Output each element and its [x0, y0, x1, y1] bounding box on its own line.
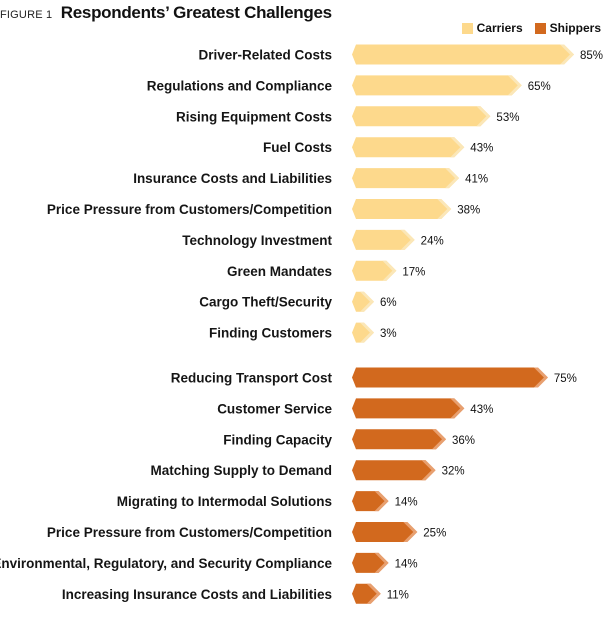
legend-item-shippers: Shippers: [534, 21, 601, 35]
bar-group-shippers-6: Environmental, Regulatory, and Security …: [0, 552, 418, 573]
category-label: Customer Service: [217, 401, 332, 416]
bar-tip: [560, 44, 574, 65]
value-label: 75%: [554, 373, 577, 385]
category-label: Finding Capacity: [223, 432, 332, 447]
value-label: 41%: [465, 174, 488, 186]
bar-tip: [403, 522, 418, 542]
value-label: 3%: [380, 328, 397, 340]
bar-group-carriers-8: Cargo Theft/Security 6%: [199, 291, 397, 312]
bar-carriers: [352, 137, 465, 158]
bar-carriers: [352, 106, 491, 127]
bar-tip: [437, 199, 452, 219]
category-label: Increasing Insurance Costs and Liabiliti…: [62, 587, 332, 602]
bar-group-shippers-5: Price Pressure from Customers/Competitio…: [47, 522, 446, 542]
bar-shippers: [352, 552, 389, 573]
bar-tip: [360, 322, 374, 343]
value-label: 14%: [395, 558, 418, 570]
legend: Carriers Shippers: [461, 21, 601, 35]
bar-shippers: [352, 367, 548, 388]
category-label: Rising Equipment Costs: [176, 109, 332, 124]
bar-group-carriers-9: Finding Customers 3%: [209, 322, 397, 343]
value-label: 11%: [387, 589, 409, 601]
category-label: Migrating to Intermodal Solutions: [117, 494, 332, 509]
bar-tip: [533, 367, 548, 388]
bar-shippers: [352, 583, 381, 604]
bar-group-shippers-3: Matching Supply to Demand 32%: [150, 460, 465, 481]
legend-swatch-shippers: [534, 22, 546, 34]
category-label: Cargo Theft/Security: [199, 295, 332, 310]
figure-label: FIGURE 1: [0, 9, 53, 21]
bar-group-carriers-1: Regulations and Compliance 65%: [147, 75, 551, 96]
bar-tip: [476, 106, 491, 127]
legend-label-shippers: Shippers: [549, 21, 601, 35]
bar-tip: [382, 260, 397, 281]
bar-group-shippers-7: Increasing Insurance Costs and Liabiliti…: [62, 583, 409, 604]
category-label: Finding Customers: [209, 326, 332, 341]
bar-carriers: [352, 260, 397, 281]
bar-group-shippers-0: Reducing Transport Cost 75%: [171, 367, 577, 388]
bar-carriers: [352, 199, 452, 219]
bar-tip: [400, 229, 415, 250]
bar-shippers: [352, 491, 389, 512]
bar-group-carriers-3: Fuel Costs 43%: [263, 137, 493, 158]
category-label: Insurance Costs and Liabilities: [133, 171, 332, 186]
bar-carriers: [352, 168, 460, 189]
legend-label-carriers: Carriers: [476, 21, 523, 35]
bar-shippers: [352, 522, 418, 542]
value-label: 25%: [423, 528, 446, 540]
value-label: 36%: [452, 435, 475, 447]
category-label: Price Pressure from Customers/Competitio…: [47, 202, 332, 217]
bar-shippers: [352, 398, 465, 419]
bar-group-carriers-6: Technology Investment 24%: [182, 229, 444, 250]
bar-tip: [507, 75, 522, 96]
category-label: Regulations and Compliance: [147, 78, 333, 93]
bar-tip: [450, 398, 465, 419]
chart-title: Respondents’ Greatest Challenges: [60, 3, 332, 22]
bar-group-carriers-4: Insurance Costs and Liabilities 41%: [133, 168, 488, 189]
legend-item-carriers: Carriers: [461, 21, 523, 35]
bar-tip: [374, 491, 389, 512]
bar-group-shippers-1: Customer Service 43%: [217, 398, 493, 419]
bar-group-carriers-5: Price Pressure from Customers/Competitio…: [47, 199, 480, 219]
bar-tip: [366, 583, 381, 604]
category-label: Reducing Transport Cost: [171, 371, 333, 386]
value-label: 43%: [470, 143, 493, 155]
bar-group-shippers-2: Finding Capacity 36%: [223, 429, 475, 450]
category-label: Technology Investment: [182, 233, 332, 248]
bar-group-shippers-4: Migrating to Intermodal Solutions 14%: [117, 491, 418, 512]
bar-shippers: [352, 429, 447, 450]
bar-tip: [360, 291, 374, 312]
category-label: Environmental, Regulatory, and Security …: [0, 556, 332, 571]
bar-tip: [432, 429, 447, 450]
bar-group-carriers-7: Green Mandates 17%: [227, 260, 425, 281]
bar-tip: [374, 552, 389, 573]
bar-tip: [450, 137, 465, 158]
value-label: 53%: [496, 112, 519, 124]
value-label: 24%: [421, 235, 444, 247]
category-label: Matching Supply to Demand: [150, 463, 332, 478]
category-label: Price Pressure from Customers/Competitio…: [47, 525, 332, 540]
value-label: 14%: [395, 497, 418, 509]
bar-carriers: [352, 75, 522, 96]
value-label: 85%: [580, 50, 603, 62]
bar-group-carriers-0: Driver-Related Costs 85%: [198, 44, 603, 65]
value-label: 6%: [380, 297, 397, 309]
bar-carriers: [352, 229, 415, 250]
category-label: Green Mandates: [227, 264, 332, 279]
bar-carriers: [352, 44, 574, 65]
value-label: 43%: [470, 404, 493, 416]
value-label: 17%: [402, 266, 425, 278]
value-label: 65%: [528, 81, 551, 93]
bar-shippers: [352, 460, 436, 481]
value-label: 38%: [457, 205, 480, 217]
bar-tip: [445, 168, 460, 189]
chart-header: FIGURE 1 Respondents’ Greatest Challenge…: [0, 3, 332, 25]
bar-group-carriers-2: Rising Equipment Costs 53%: [176, 106, 519, 127]
category-label: Fuel Costs: [263, 140, 332, 155]
value-label: 32%: [442, 466, 465, 478]
bar-tip: [421, 460, 436, 481]
category-label: Driver-Related Costs: [198, 48, 332, 63]
legend-swatch-carriers: [461, 22, 473, 34]
